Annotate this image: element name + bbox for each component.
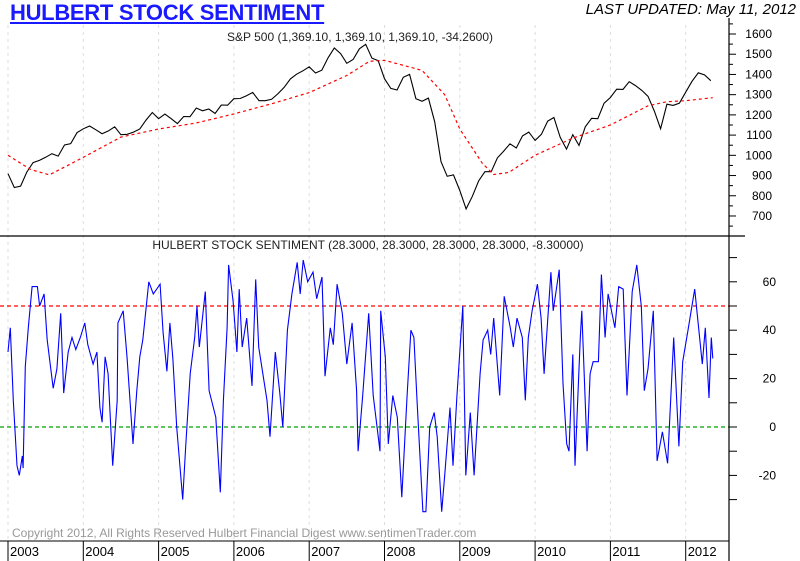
sentiment-line [7,259,714,513]
year-gridlines [7,25,687,540]
sp500-y-tick-label: 800 [752,189,772,203]
x-tick-label: 2007 [311,544,340,559]
x-tick-label: 2003 [10,544,39,559]
sp500-y-tick-label: 900 [752,169,772,183]
last-updated: LAST UPDATED: May 11, 2012 [585,1,796,18]
moving-average-line [7,59,713,176]
series-lines [7,43,714,513]
x-tick-label: 2004 [85,544,114,559]
sp500-y-tick-label: 1400 [745,67,772,81]
x-tick-label: 2010 [537,544,566,559]
sentiment-y-tick-label: 60 [763,275,777,289]
sp500-y-tick-label: 1000 [745,148,772,162]
sentiment-y-axis: -20 0 20 40 60 [729,257,777,501]
sentiment-y-tick-label: -20 [759,468,777,482]
x-tick-label: 2009 [462,544,491,559]
x-axis: 2003 2004 2005 2006 2007 2008 2009 2010 2011 2012 [7,541,717,561]
x-tick-label: 2006 [236,544,265,559]
x-tick-label: 2005 [161,544,190,559]
x-tick-label: 2008 [387,544,416,559]
sp500-y-axis: 700 800 900 1000 1100 1200 1300 1400 1500 1600 [729,23,772,227]
sentiment-y-tick-label: 20 [763,372,777,386]
reference-lines [0,305,729,428]
sp500-y-tick-label: 1600 [745,27,772,41]
x-tick-label: 2012 [688,544,717,559]
sentiment-y-tick-label: 0 [769,420,776,434]
sentiment-y-tick-label: 40 [763,323,777,337]
sp500-y-tick-label: 700 [752,209,772,223]
x-tick-label: 2011 [612,544,640,559]
sp500-y-tick-label: 1300 [745,88,772,102]
sp500-y-tick-label: 1500 [745,47,772,61]
sp500-line [7,43,712,211]
sentiment-panel-title: HULBERT STOCK SENTIMENT (28.3000, 28.300… [152,238,583,252]
page-title[interactable]: HULBERT STOCK SENTIMENT [10,0,325,25]
sp500-panel-title: S&P 500 (1,369.10, 1,369.10, 1,369.10, -… [227,30,493,44]
copyright-text: Copyright 2012, All Rights Reserved Hulb… [12,526,476,540]
sp500-y-tick-label: 1200 [745,108,772,122]
sp500-y-tick-label: 1100 [746,128,772,142]
